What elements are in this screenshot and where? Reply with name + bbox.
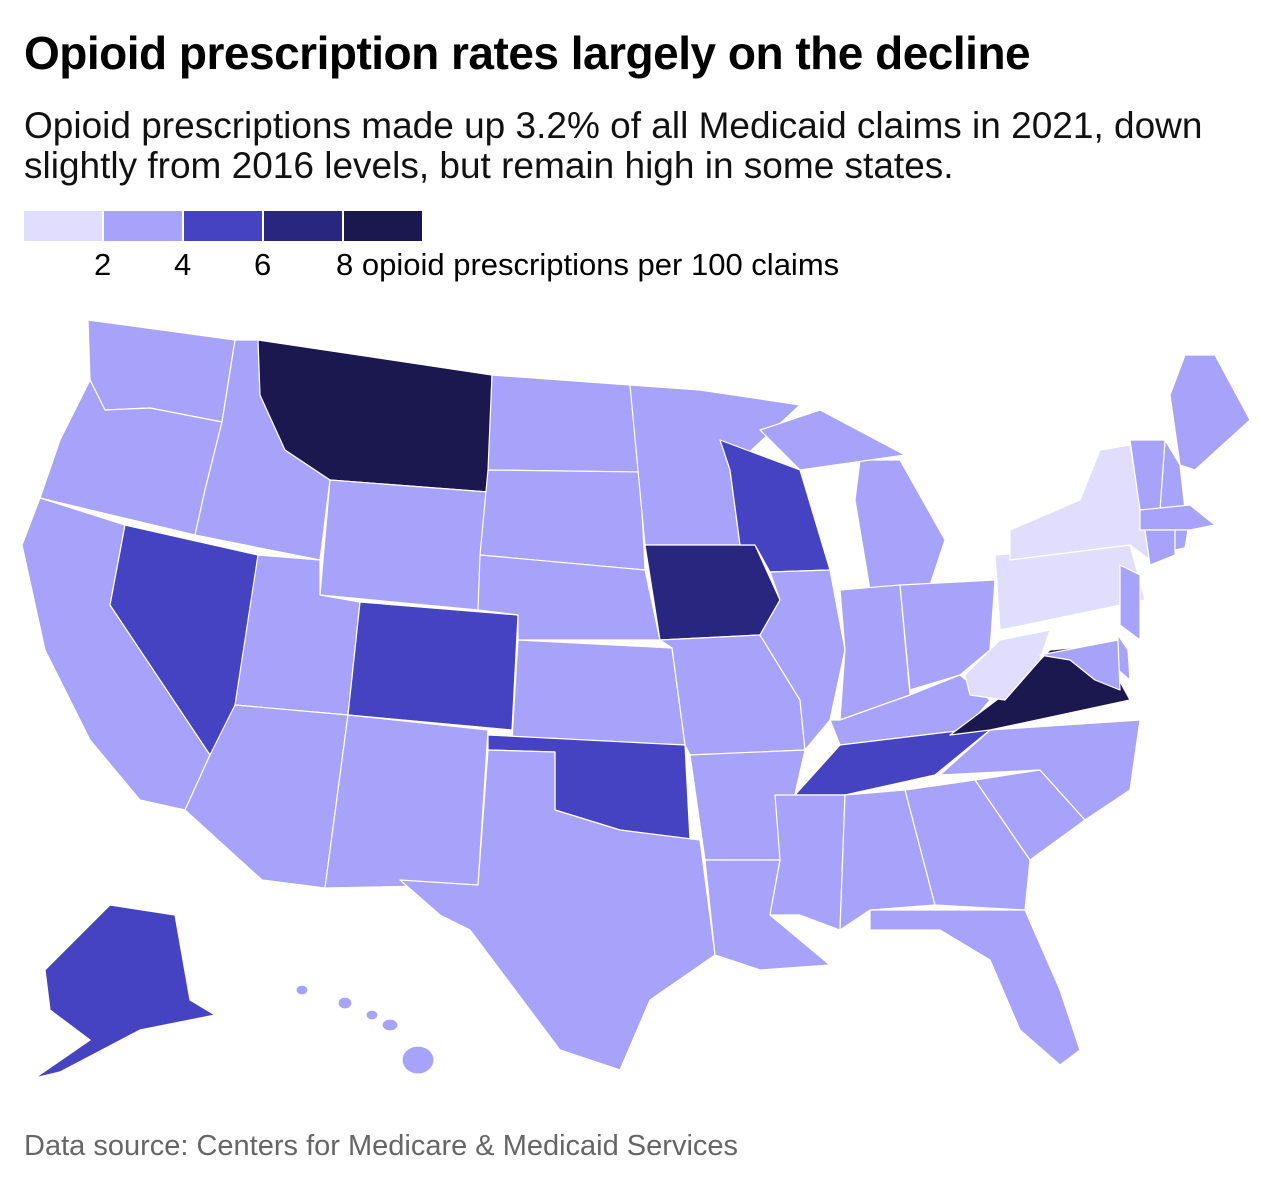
legend-swatch xyxy=(264,211,342,241)
legend-tick: 6 xyxy=(254,247,272,282)
state-wi xyxy=(719,439,831,573)
state-co xyxy=(347,601,519,731)
state-hi xyxy=(401,1045,435,1075)
state-ct xyxy=(1144,529,1176,566)
state-wv xyxy=(964,629,1051,701)
state-ak xyxy=(34,904,266,1079)
state-ms xyxy=(769,794,846,931)
state-wa xyxy=(87,319,236,423)
legend-swatch xyxy=(344,211,422,241)
state-ga xyxy=(904,779,1031,911)
state-fl xyxy=(869,909,1081,1066)
state-al xyxy=(839,789,936,931)
state-hi xyxy=(381,1018,399,1032)
state-ri xyxy=(1174,529,1189,551)
state-md xyxy=(1039,639,1121,691)
state-hi xyxy=(365,1009,379,1021)
state-hi xyxy=(337,996,353,1010)
state-il xyxy=(759,569,846,751)
state-nj xyxy=(1119,564,1141,641)
legend-swatch xyxy=(184,211,262,241)
state-ma xyxy=(1139,504,1216,531)
state-sd xyxy=(479,469,646,571)
state-hi xyxy=(295,984,309,996)
state-ia xyxy=(644,544,781,641)
legend-tick: 4 xyxy=(174,247,192,282)
legend-swatch xyxy=(104,211,182,241)
chart-subtitle: Opioid prescriptions made up 3.2% of all… xyxy=(24,105,1203,186)
state-me xyxy=(1169,354,1251,471)
chart-title: Opioid prescription rates largely on the… xyxy=(24,27,1031,79)
state-ny xyxy=(1009,444,1151,561)
legend-tick: 8 opioid prescriptions per 100 claims xyxy=(336,247,840,282)
state-oh xyxy=(899,579,996,691)
state-nd xyxy=(487,374,641,473)
state-ks xyxy=(511,639,686,746)
state-miu xyxy=(759,409,906,471)
data-source: Data source: Centers for Medicare & Medi… xyxy=(24,1130,739,1162)
state-mi xyxy=(854,459,946,591)
legend-swatch xyxy=(24,211,102,241)
state-tx xyxy=(399,749,716,1071)
legend-tick: 2 xyxy=(94,247,112,282)
state-nm xyxy=(324,714,489,889)
state-wy xyxy=(319,479,489,611)
